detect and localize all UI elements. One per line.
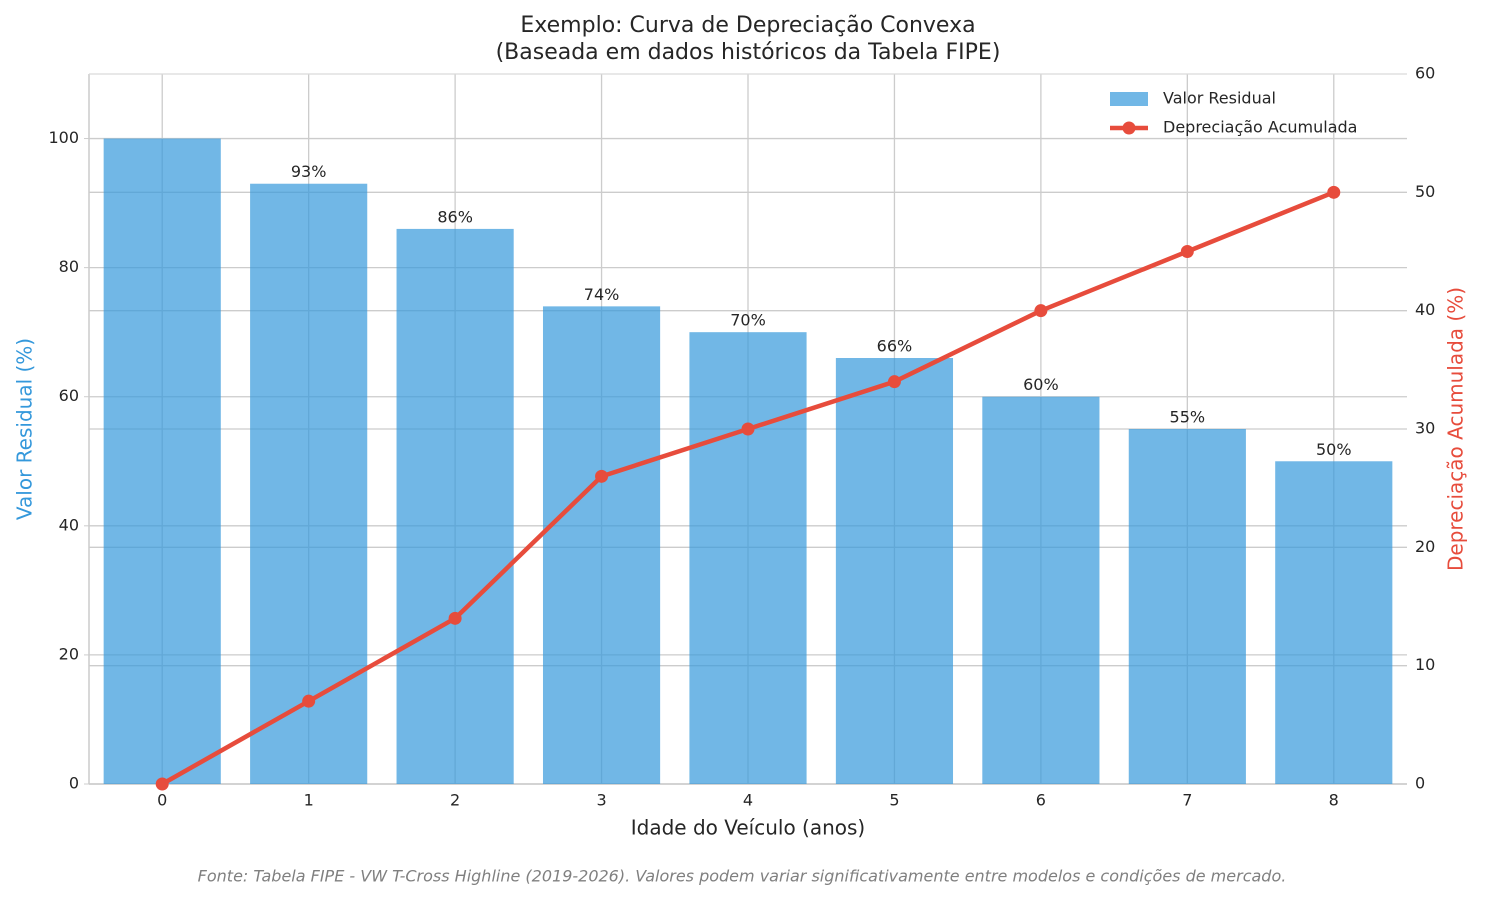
y2-tick-label: 60	[1415, 64, 1435, 83]
bar	[689, 332, 807, 784]
y-tick-label: 20	[59, 644, 79, 663]
marker	[741, 422, 755, 436]
bar	[1128, 429, 1246, 784]
marker	[595, 469, 609, 483]
y2-axis-label: Depreciação Acumulada (%)	[1444, 287, 1468, 571]
legend-swatch	[1110, 92, 1148, 106]
bar	[1275, 461, 1393, 784]
marker	[887, 375, 901, 389]
y-axis-label: Valor Residual (%)	[13, 338, 37, 520]
x-tick-label: 2	[450, 791, 460, 810]
marker	[302, 694, 316, 708]
y-tick-label: 40	[59, 515, 79, 534]
y2-tick-label: 30	[1415, 419, 1435, 438]
bar	[396, 228, 514, 785]
x-tick-label: 8	[1329, 791, 1339, 810]
x-tick-label: 0	[157, 791, 167, 810]
legend-label: Depreciação Acumulada	[1163, 118, 1357, 137]
y-tick-label: 80	[59, 257, 79, 276]
data-label: 93%	[291, 162, 327, 181]
footnote: Fonte: Tabela FIPE - VW T-Cross Highline…	[198, 867, 1287, 886]
x-tick-label: 6	[1036, 791, 1046, 810]
y2-tick-label: 20	[1415, 537, 1435, 556]
chart-subtitle: (Baseada em dados históricos da Tabela F…	[496, 40, 1001, 65]
legend-label: Valor Residual	[1163, 89, 1276, 108]
x-axis-label: Idade do Veículo (anos)	[631, 816, 866, 840]
y-tick-label: 100	[48, 128, 79, 147]
y-tick-label: 60	[59, 386, 79, 405]
data-label: 50%	[1316, 440, 1352, 459]
bar	[103, 138, 221, 784]
bar	[250, 183, 368, 784]
marker	[1034, 304, 1048, 318]
legend-swatch	[1122, 121, 1136, 135]
x-tick-label: 5	[889, 791, 899, 810]
x-tick-label: 4	[743, 791, 753, 810]
y2-tick-label: 40	[1415, 300, 1435, 319]
marker	[448, 611, 462, 625]
data-label: 74%	[584, 285, 620, 304]
data-label: 66%	[877, 337, 913, 356]
bar	[542, 306, 661, 784]
bar	[982, 396, 1100, 784]
y2-tick-label: 0	[1415, 774, 1425, 793]
data-label: 70%	[730, 311, 766, 330]
data-label: 60%	[1023, 375, 1059, 394]
data-label: 55%	[1170, 408, 1206, 427]
y2-tick-label: 50	[1415, 182, 1435, 201]
x-tick-label: 3	[596, 791, 606, 810]
marker	[1327, 185, 1341, 199]
x-tick-label: 1	[304, 791, 314, 810]
y-tick-label: 0	[69, 774, 79, 793]
data-label: 86%	[437, 207, 473, 226]
y2-tick-label: 10	[1415, 655, 1435, 674]
bar	[835, 358, 954, 784]
marker	[155, 777, 169, 791]
chart-title: Exemplo: Curva de Depreciação Convexa	[520, 13, 975, 38]
marker	[1180, 245, 1194, 258]
x-tick-label: 7	[1182, 791, 1192, 810]
